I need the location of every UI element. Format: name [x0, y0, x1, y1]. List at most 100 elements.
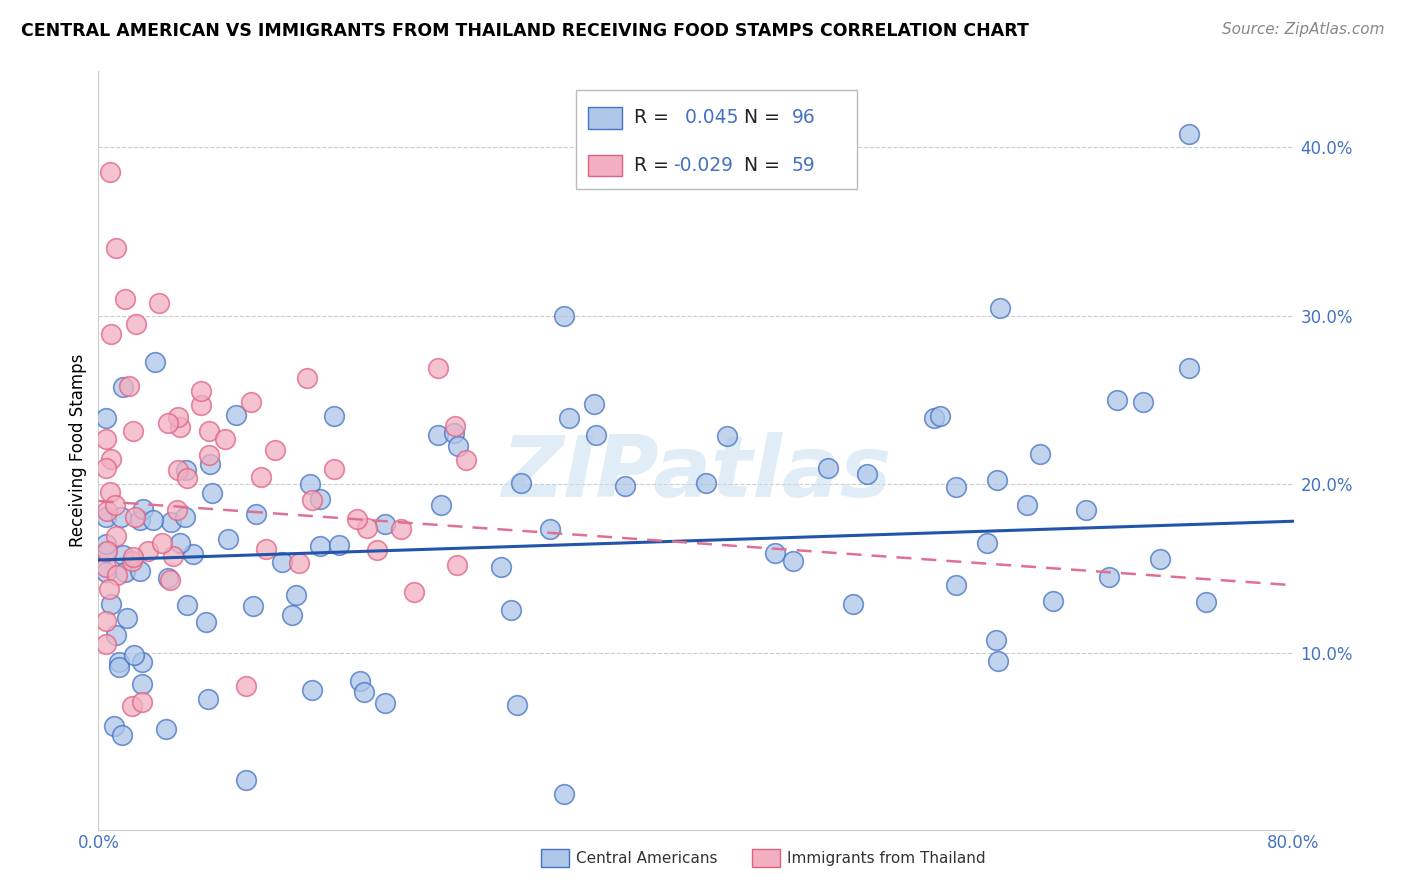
Point	[444, 419, 467, 434]
Point	[94, 510, 117, 524]
Point	[105, 241, 128, 255]
Point	[446, 558, 468, 573]
Point	[990, 301, 1012, 316]
Point	[155, 722, 177, 736]
Point	[986, 473, 1008, 487]
Point	[157, 417, 180, 431]
Text: N =: N =	[733, 109, 786, 128]
Point	[782, 554, 804, 568]
Point	[583, 397, 606, 411]
Point	[128, 564, 150, 578]
Point	[264, 443, 287, 458]
Point	[1149, 552, 1171, 566]
Text: CENTRAL AMERICAN VS IMMIGRANTS FROM THAILAND RECEIVING FOOD STAMPS CORRELATION C: CENTRAL AMERICAN VS IMMIGRANTS FROM THAI…	[21, 22, 1029, 40]
Point	[1042, 594, 1064, 608]
Point	[105, 567, 128, 582]
Point	[122, 648, 145, 662]
Point	[366, 543, 388, 558]
Point	[301, 492, 323, 507]
Point	[110, 510, 132, 524]
Point	[96, 504, 118, 518]
Point	[553, 310, 575, 324]
Point	[94, 537, 117, 551]
Point	[94, 560, 117, 574]
Point	[254, 541, 277, 556]
Point	[114, 565, 136, 579]
Text: R =: R =	[634, 109, 675, 128]
Text: R =: R =	[634, 156, 675, 175]
Point	[122, 425, 145, 439]
Point	[118, 379, 141, 393]
Text: Source: ZipAtlas.com: Source: ZipAtlas.com	[1222, 22, 1385, 37]
Point	[217, 532, 239, 546]
Point	[128, 512, 150, 526]
Point	[374, 516, 396, 531]
Point	[96, 411, 118, 425]
Point	[323, 461, 346, 475]
Point	[716, 428, 738, 442]
Point	[404, 585, 426, 599]
Point	[156, 571, 179, 585]
Point	[1074, 502, 1097, 516]
Text: 0.045: 0.045	[679, 109, 738, 128]
Point	[295, 371, 318, 385]
Point	[131, 655, 153, 669]
Point	[190, 384, 212, 398]
Point	[100, 597, 122, 611]
Point	[105, 628, 128, 642]
Point	[250, 470, 273, 484]
Point	[198, 424, 221, 438]
Point	[131, 676, 153, 690]
Point	[174, 463, 197, 477]
Point	[308, 491, 330, 506]
Point	[349, 674, 371, 689]
Point	[136, 544, 159, 558]
Point	[374, 696, 396, 710]
Point	[103, 719, 125, 733]
Point	[100, 484, 122, 499]
Text: N =: N =	[733, 156, 786, 175]
Point	[817, 461, 839, 475]
Point	[929, 409, 952, 424]
FancyBboxPatch shape	[576, 90, 858, 189]
Point	[97, 582, 120, 596]
Point	[558, 411, 581, 425]
Y-axis label: Receiving Food Stamps: Receiving Food Stamps	[69, 354, 87, 547]
Point	[94, 461, 117, 475]
Point	[1178, 127, 1201, 141]
Point	[176, 471, 198, 485]
Point	[1132, 395, 1154, 409]
Point	[427, 361, 450, 376]
Point	[173, 510, 195, 524]
Point	[976, 536, 998, 550]
Point	[491, 560, 513, 574]
Point	[114, 292, 136, 306]
Point	[538, 522, 561, 536]
Point	[190, 398, 212, 412]
Point	[169, 420, 191, 434]
Point	[225, 408, 247, 422]
Point	[197, 449, 219, 463]
Point	[159, 573, 181, 587]
Point	[585, 428, 607, 442]
Point	[1028, 447, 1050, 461]
Point	[346, 512, 368, 526]
Point	[181, 547, 204, 561]
Point	[94, 615, 117, 629]
Point	[200, 486, 222, 500]
Point	[842, 597, 865, 611]
Point	[240, 395, 263, 409]
Point	[94, 432, 117, 446]
Point	[443, 426, 465, 441]
Point	[298, 476, 321, 491]
Point	[328, 537, 350, 551]
Point	[1098, 570, 1121, 584]
Point	[506, 698, 529, 713]
Point	[98, 165, 122, 179]
Point	[986, 632, 1008, 647]
Point	[111, 728, 134, 742]
Point	[111, 548, 134, 562]
Point	[356, 521, 378, 535]
Point	[104, 498, 127, 512]
Point	[322, 409, 344, 423]
